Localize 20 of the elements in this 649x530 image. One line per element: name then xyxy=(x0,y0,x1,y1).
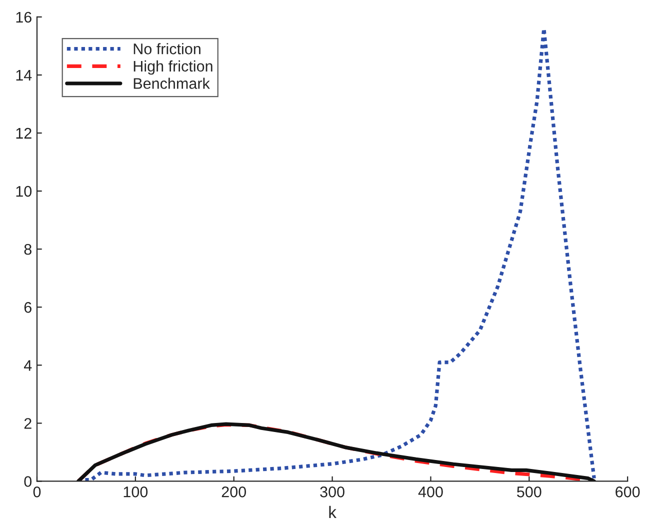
y-tick-label: 8 xyxy=(24,244,32,255)
legend-label: Benchmark xyxy=(134,78,210,89)
legend-label: High friction xyxy=(134,60,212,75)
y-tick-label: 12 xyxy=(16,128,32,139)
legend-label: No friction xyxy=(134,43,200,54)
y-tick-label: 6 xyxy=(24,302,32,313)
x-tick-label: 0 xyxy=(33,486,41,498)
y-tick-label: 0 xyxy=(24,476,32,487)
y-tick-label: 2 xyxy=(24,418,32,429)
y-tick-label: 4 xyxy=(24,360,32,371)
x-tick-label: 100 xyxy=(124,486,148,498)
x-tick-label: 600 xyxy=(616,486,640,498)
y-tick-label: 16 xyxy=(16,12,32,23)
x-tick-label: 400 xyxy=(418,486,443,498)
x-tick-label: 200 xyxy=(222,486,246,498)
x-tick-label: 500 xyxy=(517,486,542,498)
y-tick-label: 14 xyxy=(16,70,32,81)
y-tick-label: 10 xyxy=(16,186,32,197)
x-axis-title: k xyxy=(329,506,336,518)
x-tick-label: 300 xyxy=(320,486,344,498)
